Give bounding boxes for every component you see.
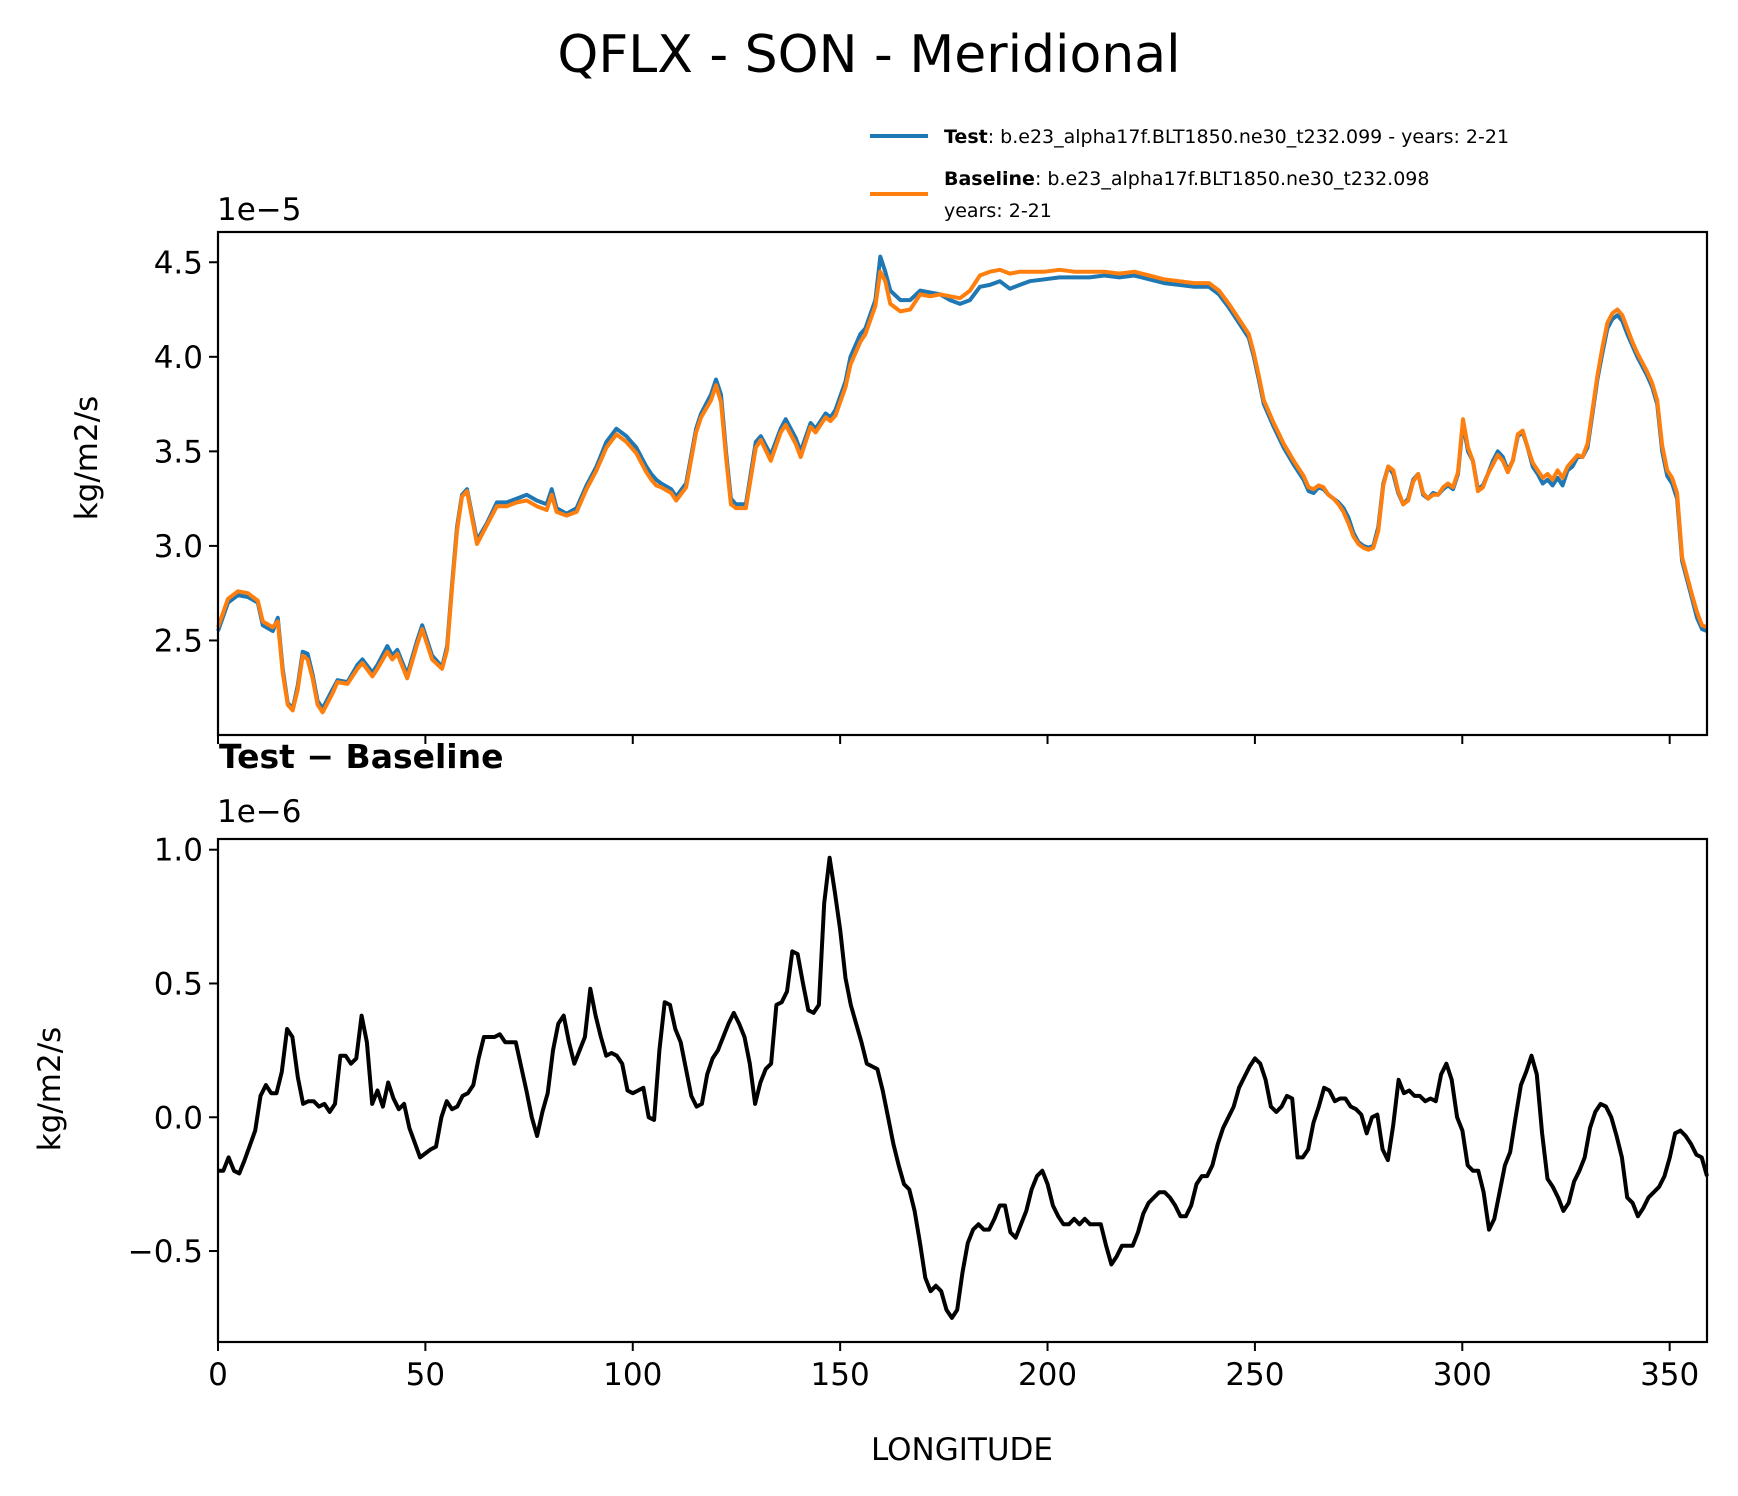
bottom-subtitle: Test − Baseline	[219, 737, 504, 776]
legend-baseline-detail: : b.e23_alpha17f.BLT1850.ne30_t232.098	[1035, 168, 1430, 190]
top-x-ticks	[217, 735, 1671, 744]
top-ytick-label: 2.5	[154, 623, 203, 659]
bottom-xtick-label: 200	[1018, 1357, 1077, 1393]
bottom-xtick-label: 50	[406, 1357, 445, 1393]
bottom-series-test-baseline	[218, 855, 1709, 1320]
bottom-xtick-label: 100	[603, 1357, 662, 1393]
bottom-xtick-label: 150	[811, 1357, 870, 1393]
bottom-axes-frame	[216, 837, 1709, 1344]
top-ytick-label: 3.5	[154, 434, 203, 470]
bottom-y-axis-label: kg/m2/s	[32, 1027, 68, 1152]
bottom-xtick-label: 0	[208, 1357, 228, 1393]
legend-entry-baseline: Baseline: b.e23_alpha17f.BLT1850.ne30_t2…	[944, 168, 1429, 190]
legend-test-name: Test	[944, 126, 988, 148]
top-ytick-label: 4.0	[154, 340, 203, 376]
top-ytick-label: 4.5	[154, 245, 203, 281]
top-panel: 1e−5 kg/m2/s 2.5 3.0 3.5 4.0 4.5	[69, 192, 1709, 744]
bottom-ytick-label: 1.0	[154, 833, 203, 869]
legend-baseline-years: years: 2-21	[944, 200, 1052, 222]
bottom-xtick-label: 300	[1433, 1357, 1492, 1393]
legend-test-detail: : b.e23_alpha17f.BLT1850.ne30_t232.099 -…	[988, 126, 1509, 148]
bottom-offset-label: 1e−6	[217, 794, 302, 830]
x-axis-label: LONGITUDE	[871, 1432, 1053, 1468]
bottom-ytick-label: −0.5	[128, 1234, 203, 1270]
bottom-ytick-label: 0.0	[154, 1100, 203, 1136]
top-lines	[216, 254, 1708, 715]
chart-title: QFLX - SON - Meridional	[557, 25, 1180, 85]
bottom-lines	[218, 855, 1709, 1320]
bottom-y-ticks: −0.5 0.0 0.5 1.0	[128, 833, 218, 1270]
top-offset-label: 1e−5	[217, 192, 302, 228]
bottom-xtick-label: 250	[1225, 1357, 1284, 1393]
legend: Test: b.e23_alpha17f.BLT1850.ne30_t232.0…	[870, 126, 1509, 222]
bottom-xtick-label: 350	[1640, 1357, 1699, 1393]
bottom-ytick-label: 0.5	[154, 966, 203, 1002]
legend-entry-test: Test: b.e23_alpha17f.BLT1850.ne30_t232.0…	[944, 126, 1509, 148]
top-ytick-label: 3.0	[154, 529, 203, 565]
bottom-panel: Test − Baseline 1e−6 kg/m2/s −0.5 0.0 0.5 1…	[32, 737, 1709, 1468]
top-y-axis-label: kg/m2/s	[69, 396, 105, 521]
legend-baseline-name: Baseline	[944, 168, 1035, 190]
top-axes-frame	[216, 230, 1709, 737]
top-y-ticks: 2.5 3.0 3.5 4.0 4.5	[154, 245, 218, 659]
bottom-x-ticks: 0 50 100 150 200 250 300 350	[208, 1342, 1699, 1393]
top-series-baseline	[216, 267, 1708, 715]
